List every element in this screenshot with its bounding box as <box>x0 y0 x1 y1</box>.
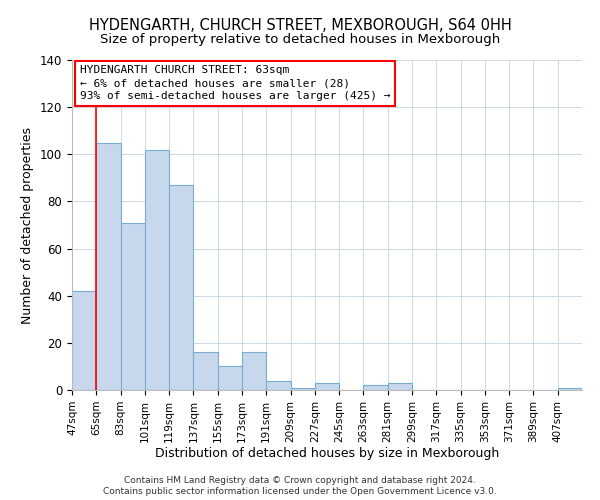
Bar <box>72 291 96 390</box>
Text: Contains HM Land Registry data © Crown copyright and database right 2024.: Contains HM Land Registry data © Crown c… <box>124 476 476 485</box>
X-axis label: Distribution of detached houses by size in Mexborough: Distribution of detached houses by size … <box>155 448 499 460</box>
Bar <box>290 388 315 390</box>
Bar <box>558 388 582 390</box>
Y-axis label: Number of detached properties: Number of detached properties <box>22 126 34 324</box>
Bar <box>96 142 121 390</box>
Bar <box>169 185 193 390</box>
Bar <box>121 222 145 390</box>
Bar <box>242 352 266 390</box>
Bar <box>364 386 388 390</box>
Bar <box>218 366 242 390</box>
Text: Size of property relative to detached houses in Mexborough: Size of property relative to detached ho… <box>100 32 500 46</box>
Bar <box>315 383 339 390</box>
Bar <box>266 380 290 390</box>
Bar <box>388 383 412 390</box>
Text: HYDENGARTH, CHURCH STREET, MEXBOROUGH, S64 0HH: HYDENGARTH, CHURCH STREET, MEXBOROUGH, S… <box>89 18 511 32</box>
Text: Contains public sector information licensed under the Open Government Licence v3: Contains public sector information licen… <box>103 488 497 496</box>
Text: HYDENGARTH CHURCH STREET: 63sqm
← 6% of detached houses are smaller (28)
93% of : HYDENGARTH CHURCH STREET: 63sqm ← 6% of … <box>80 65 390 102</box>
Bar <box>193 352 218 390</box>
Bar <box>145 150 169 390</box>
